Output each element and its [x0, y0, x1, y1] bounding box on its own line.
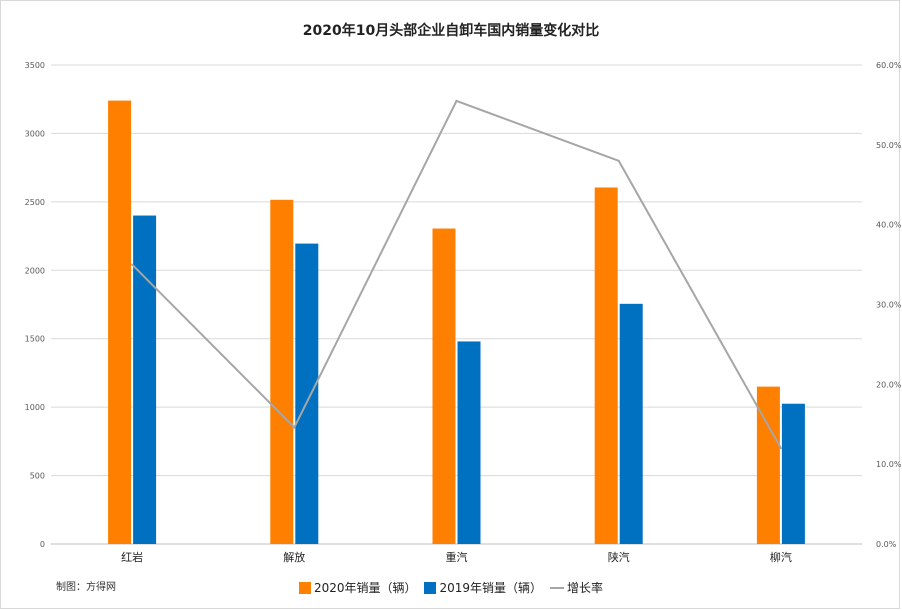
legend-item-2020[interactable]: 2020年销量（辆） — [298, 579, 417, 596]
x-tick-label: 红岩 — [121, 550, 143, 564]
growth-rate-point — [131, 263, 134, 266]
growth-rate-point — [617, 159, 620, 162]
legend-swatch-2019 — [424, 581, 437, 594]
y2-tick-label: 50.0% — [876, 141, 902, 150]
growth-rate-point — [293, 426, 296, 429]
bar-2019 — [781, 403, 805, 544]
x-tick-label: 重汽 — [446, 550, 468, 564]
y-tick-label: 0 — [40, 540, 45, 549]
y2-tick-label: 10.0% — [876, 460, 902, 469]
growth-rate-point — [455, 99, 458, 102]
legend-swatch-2020 — [298, 581, 311, 594]
bar-2019 — [619, 303, 643, 544]
legend-item-2019[interactable]: 2019年销量（辆） — [424, 579, 542, 596]
y2-tick-label: 20.0% — [876, 380, 902, 389]
chart-title: 2020年10月头部企业自卸车国内销量变化对比 — [302, 23, 600, 39]
legend-label-growth: 增长率 — [567, 581, 604, 595]
legend-label-2019: 2019年销量（辆） — [439, 581, 543, 595]
chart-legend: 2020年销量（辆） 2019年销量（辆） 增长率 — [0, 579, 902, 596]
bar-2020 — [432, 228, 456, 544]
y-tick-label: 500 — [30, 472, 45, 481]
y-tick-label: 1500 — [25, 335, 45, 344]
bar-2020 — [594, 187, 618, 545]
bar-2019 — [133, 215, 157, 545]
y-tick-label: 2500 — [25, 198, 45, 207]
bar-2019 — [295, 243, 319, 544]
growth-rate-point — [779, 447, 782, 450]
y2-tick-label: 0.0% — [876, 540, 897, 549]
bar-2019 — [457, 341, 481, 544]
y2-tick-label: 30.0% — [876, 301, 902, 310]
legend-item-growth[interactable]: 增长率 — [550, 579, 603, 596]
bar-2020 — [756, 386, 780, 544]
x-tick-label: 柳汽 — [770, 550, 792, 564]
y2-tick-label: 60.0% — [876, 61, 902, 70]
x-tick-label: 解放 — [283, 550, 305, 564]
y-tick-label: 3500 — [25, 61, 45, 70]
bar-2020 — [270, 199, 294, 544]
y-tick-label: 1000 — [25, 403, 45, 412]
y2-tick-label: 40.0% — [876, 221, 902, 230]
legend-swatch-growth — [550, 586, 565, 589]
x-tick-label: 陕汽 — [608, 550, 630, 564]
bar-2020 — [108, 100, 132, 544]
y-tick-label: 2000 — [25, 266, 45, 275]
chart-credit: 制图：方得网 — [56, 582, 116, 593]
growth-rate-line — [131, 99, 782, 449]
legend-label-2020: 2020年销量（辆） — [313, 581, 417, 595]
y-tick-label: 3000 — [25, 129, 45, 138]
